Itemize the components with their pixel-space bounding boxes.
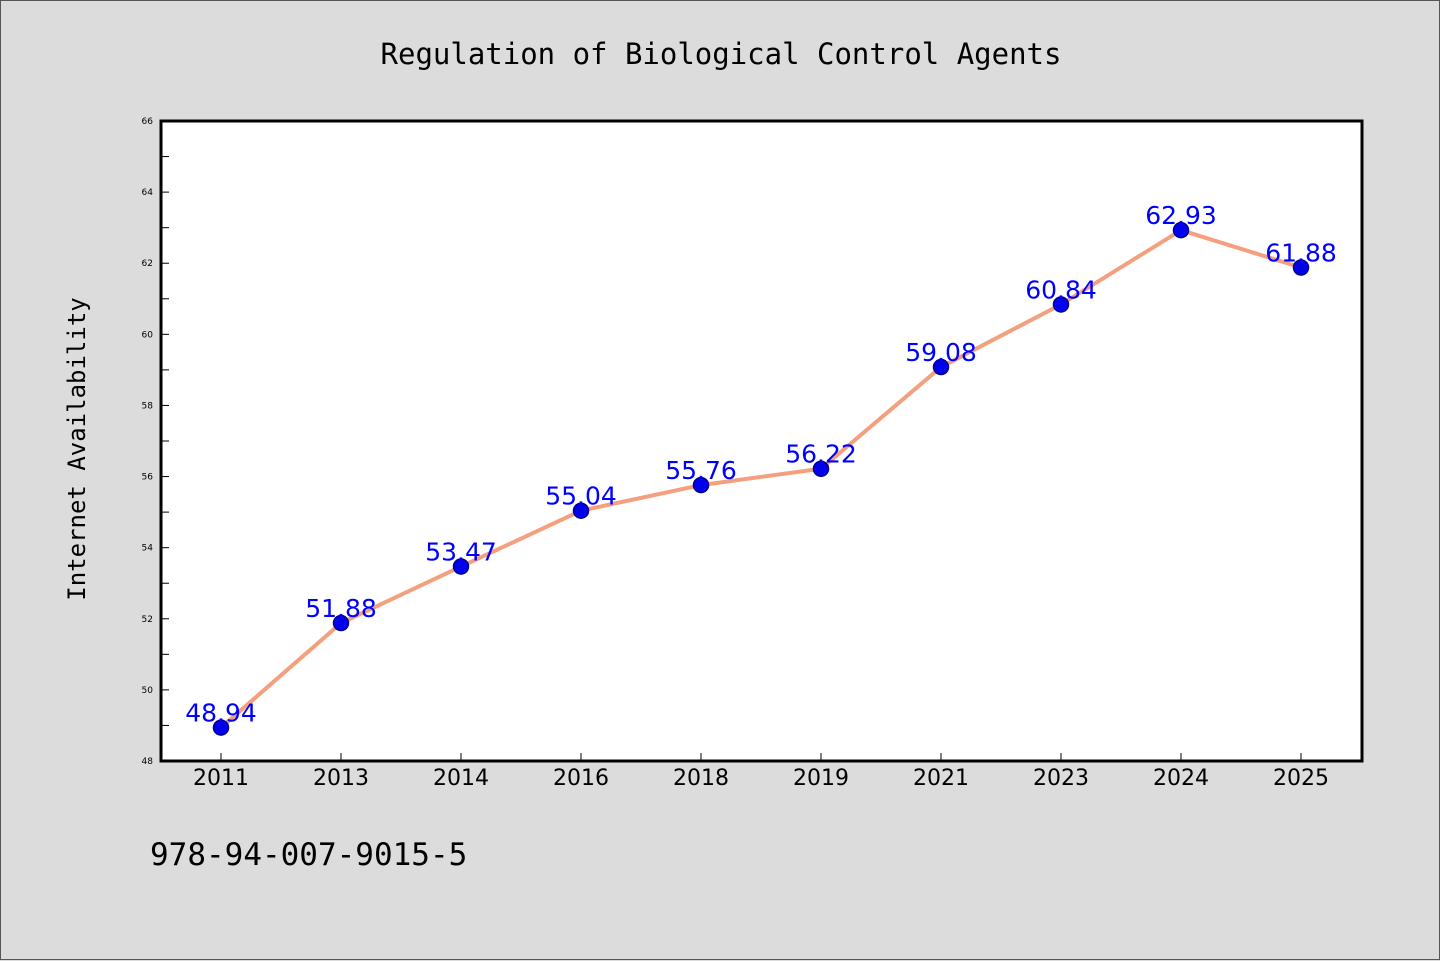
data-label: 61.88 — [1265, 238, 1337, 267]
y-tick-label: 54 — [142, 544, 154, 554]
data-point-marker — [1172, 221, 1190, 239]
y-tick-label: 66 — [142, 117, 154, 127]
data-point-marker — [692, 476, 710, 494]
data-label-layer: 48.94 51.88 53.47 55.04 55.76 56.22 59.08 60.84… — [185, 201, 1337, 727]
data-point-marker — [1052, 296, 1070, 313]
data-point-marker — [932, 358, 950, 376]
x-tick-label: 2013 — [313, 766, 369, 791]
data-label: 56.22 — [785, 440, 857, 469]
y-tick-label: 58 — [142, 401, 154, 411]
data-point-marker — [1292, 259, 1310, 276]
x-tick-label: 2018 — [673, 766, 729, 791]
y-tick-label: 60 — [142, 330, 154, 340]
y-tick-label: 50 — [142, 686, 154, 696]
data-label: 55.76 — [665, 456, 737, 485]
data-point-marker — [452, 558, 470, 575]
x-tick-label: 2021 — [913, 766, 969, 791]
data-point-marker — [572, 502, 590, 519]
plot-area — [161, 121, 1362, 761]
y-tick-label: 48 — [142, 757, 154, 767]
data-point-marker — [212, 719, 230, 736]
x-tick-label: 2019 — [793, 766, 849, 791]
y-tick-label: 62 — [142, 259, 153, 269]
x-axis-ticks: 2011 2013 2014 2016 2018 2019 2021 2023 2024 2025 — [193, 753, 1329, 791]
x-tick-label: 2011 — [193, 766, 249, 791]
data-label: 48.94 — [185, 699, 257, 728]
x-tick-label: 2023 — [1033, 766, 1089, 791]
y-tick-label: 52 — [142, 615, 153, 625]
y-tick-label: 64 — [142, 188, 154, 198]
x-tick-label: 2016 — [553, 766, 609, 791]
x-tick-label: 2024 — [1153, 766, 1209, 791]
data-label: 59.08 — [905, 338, 977, 367]
data-label: 62.93 — [1145, 201, 1217, 230]
x-tick-label: 2014 — [433, 766, 489, 791]
data-label: 53.47 — [425, 538, 497, 567]
data-label: 51.88 — [305, 594, 377, 623]
x-tick-label: 2025 — [1273, 766, 1329, 791]
series-line — [219, 228, 1303, 730]
chart-title: Regulation of Biological Control Agents — [381, 37, 1062, 71]
data-label: 55.04 — [545, 482, 617, 511]
y-axis-label: Internet Availability — [63, 297, 91, 600]
plot-frame — [159, 119, 1364, 763]
series-layer — [212, 221, 1310, 736]
data-point-marker — [332, 614, 350, 632]
y-tick-label: 56 — [142, 473, 154, 483]
data-point-marker — [812, 460, 830, 477]
footer-code: 978-94-007-9015-5 — [150, 837, 467, 873]
data-label: 60.84 — [1025, 275, 1097, 304]
